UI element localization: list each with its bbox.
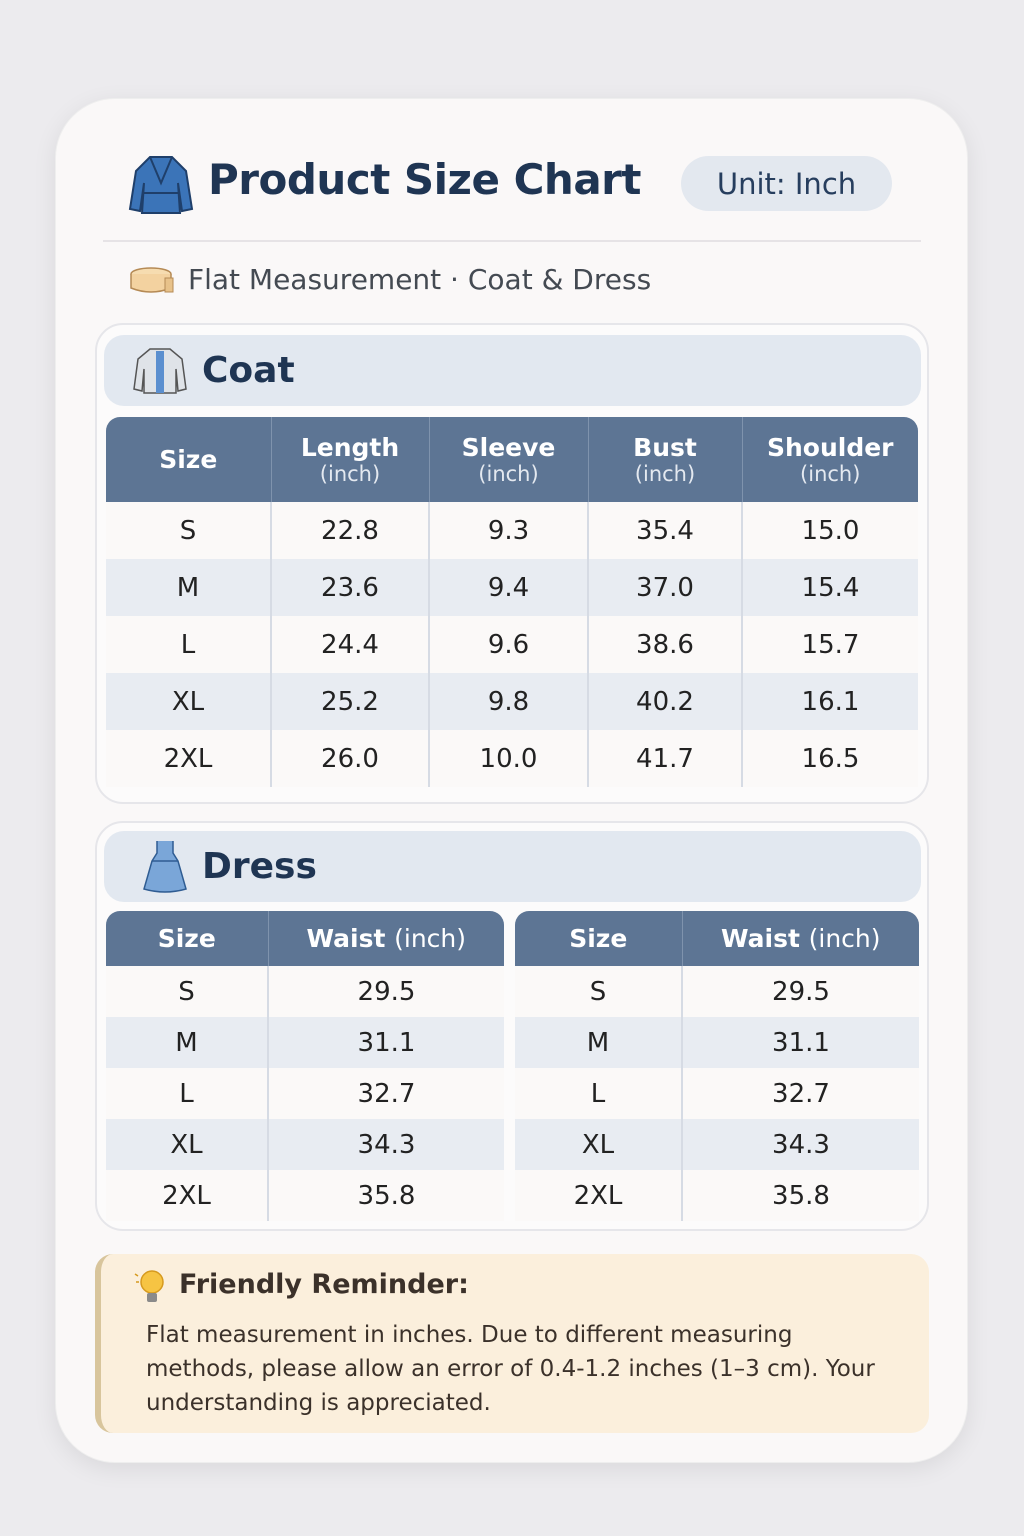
table-row: L 32.7: [106, 1068, 504, 1119]
dress-table-left: Size Waist (inch) S 29.5 M 31.1 L 32.7 XL 34.3 2…: [106, 911, 504, 1221]
size-cell: M: [106, 559, 272, 616]
size-cell: L: [515, 1068, 683, 1119]
size-cell: 2XL: [515, 1170, 683, 1221]
value-cell: 15.0: [742, 502, 918, 559]
value-cell: 23.6: [271, 559, 430, 616]
divider: [103, 240, 921, 242]
table-row: 2XL 35.8: [106, 1170, 504, 1221]
dress-title: Dress: [202, 846, 317, 887]
value-cell: 35.8: [268, 1170, 504, 1221]
coat-header: Coat: [104, 335, 921, 406]
coat-size-table: Size Length (inch) Sleeve (inch) Bust (inch…: [106, 417, 918, 787]
value-cell: 35.4: [588, 502, 743, 559]
value-cell: 15.7: [742, 616, 918, 673]
value-cell: 16.5: [742, 730, 918, 787]
value-cell: 32.7: [268, 1068, 504, 1119]
reminder-title: Friendly Reminder:: [179, 1269, 469, 1300]
value-cell: 16.1: [742, 673, 918, 730]
col-sleeve: Sleeve (inch): [429, 417, 589, 502]
dress-header: Dress: [104, 831, 921, 902]
unit-badge: Unit: Inch: [681, 156, 892, 211]
dress-icon: [143, 841, 187, 893]
value-cell: 37.0: [588, 559, 743, 616]
table-row: XL 25.2 9.8 40.2 16.1: [106, 673, 918, 730]
col-waist: Waist (inch): [268, 911, 504, 966]
value-cell: 22.8: [271, 502, 430, 559]
value-cell: 32.7: [682, 1068, 919, 1119]
table-row: 2XL 26.0 10.0 41.7 16.5: [106, 730, 918, 787]
size-cell: XL: [106, 1119, 269, 1170]
size-cell: 2XL: [106, 1170, 269, 1221]
size-cell: 2XL: [106, 730, 272, 787]
friendly-reminder: Friendly Reminder: Flat measurement in i…: [95, 1254, 929, 1433]
size-cell: M: [515, 1017, 683, 1068]
col-size: Size: [515, 911, 683, 966]
reminder-text: Flat measurement in inches. Due to diffe…: [146, 1322, 875, 1416]
dress-table-right: Size Waist (inch) S 29.5 M 31.1 L 32.7 XL 34.3 2…: [515, 911, 919, 1221]
value-cell: 31.1: [682, 1017, 919, 1068]
table-row: M 31.1: [515, 1017, 919, 1068]
value-cell: 34.3: [682, 1119, 919, 1170]
col-waist: Waist (inch): [682, 911, 919, 966]
size-cell: XL: [106, 673, 272, 730]
col-length: Length (inch): [271, 417, 430, 502]
table-row: S 22.8 9.3 35.4 15.0: [106, 502, 918, 559]
size-cell: S: [106, 502, 272, 559]
jacket-icon: [133, 348, 187, 394]
table-row: XL 34.3: [515, 1119, 919, 1170]
value-cell: 9.4: [429, 559, 589, 616]
value-cell: 34.3: [268, 1119, 504, 1170]
value-cell: 31.1: [268, 1017, 504, 1068]
col-bust: Bust (inch): [588, 417, 743, 502]
table-row: 2XL 35.8: [515, 1170, 919, 1221]
measuring-tape-icon: [130, 267, 174, 293]
table-row: S 29.5: [106, 966, 504, 1017]
coat-section: Coat Size Length (inch) Sleeve (inch) Bust…: [95, 323, 929, 804]
size-cell: S: [515, 966, 683, 1017]
coat-title: Coat: [202, 350, 295, 391]
size-cell: S: [106, 966, 269, 1017]
dress-section: Dress Size Waist (inch) S 29.5 M 31.1 L 32.7 X…: [95, 821, 929, 1231]
size-cell: L: [106, 1068, 269, 1119]
value-cell: 26.0: [271, 730, 430, 787]
subtitle: Flat Measurement · Coat & Dress: [188, 263, 652, 296]
page-title: Product Size Chart: [208, 155, 641, 204]
table-row: S 29.5: [515, 966, 919, 1017]
value-cell: 29.5: [268, 966, 504, 1017]
value-cell: 15.4: [742, 559, 918, 616]
value-cell: 9.6: [429, 616, 589, 673]
value-cell: 35.8: [682, 1170, 919, 1221]
table-row: M 23.6 9.4 37.0 15.4: [106, 559, 918, 616]
value-cell: 9.8: [429, 673, 589, 730]
size-cell: L: [106, 616, 272, 673]
table-row: L 32.7: [515, 1068, 919, 1119]
table-row: L 24.4 9.6 38.6 15.7: [106, 616, 918, 673]
value-cell: 9.3: [429, 502, 589, 559]
value-cell: 25.2: [271, 673, 430, 730]
value-cell: 29.5: [682, 966, 919, 1017]
size-cell: XL: [515, 1119, 683, 1170]
lightbulb-icon: [134, 1270, 164, 1302]
value-cell: 41.7: [588, 730, 743, 787]
value-cell: 24.4: [271, 616, 430, 673]
table-row: M 31.1: [106, 1017, 504, 1068]
table-row: XL 34.3: [106, 1119, 504, 1170]
value-cell: 10.0: [429, 730, 589, 787]
col-size: Size: [106, 911, 269, 966]
col-size: Size: [106, 417, 272, 502]
size-cell: M: [106, 1017, 269, 1068]
col-shoulder: Shoulder (inch): [742, 417, 918, 502]
value-cell: 40.2: [588, 673, 743, 730]
value-cell: 38.6: [588, 616, 743, 673]
coat-icon: [128, 156, 194, 214]
